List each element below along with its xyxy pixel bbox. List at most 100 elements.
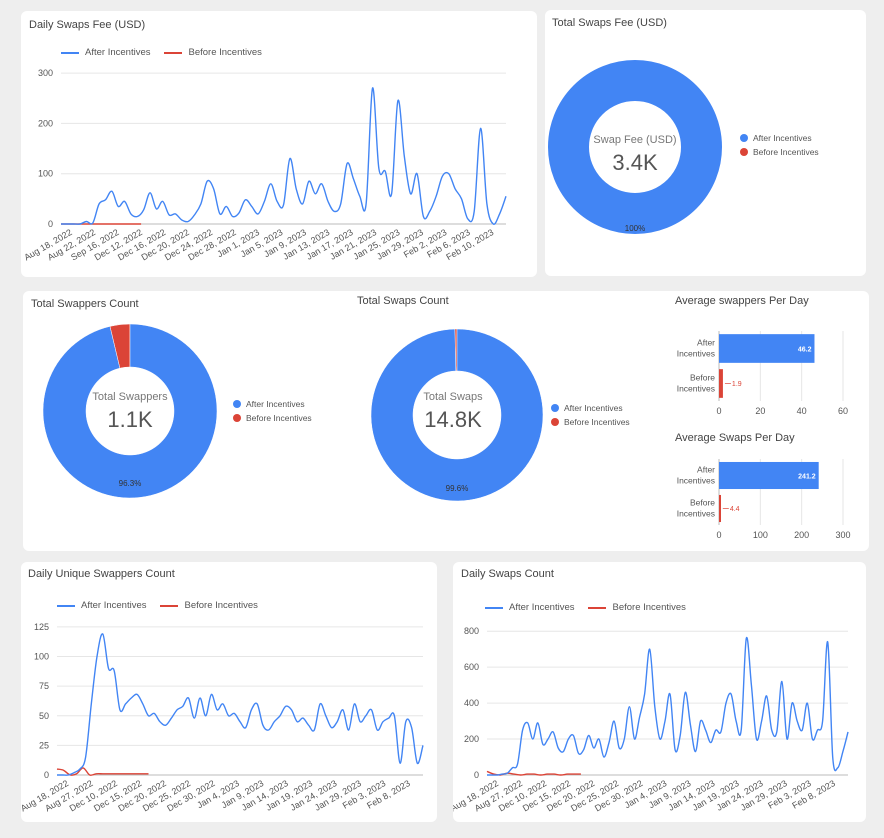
chart-legend: After Incentives Before Incentives (485, 602, 686, 613)
x-tick-label: 0 (716, 406, 721, 416)
chart-legend: After Incentives Before Incentives (551, 401, 630, 429)
donut-center-value: 3.4K (612, 150, 658, 175)
y-tick-label: 600 (464, 662, 479, 672)
legend-label: Before Incentives (612, 602, 686, 613)
y-category-label: Incentives (677, 476, 715, 486)
legend-item-before[interactable]: Before Incentives (233, 411, 312, 425)
y-tick-label: 100 (34, 652, 49, 662)
total-swaps-fee-donut[interactable]: 100% (545, 10, 866, 276)
chart-title: Daily Swaps Count (461, 568, 554, 580)
donut-percent-label: 100% (625, 224, 645, 233)
y-category-label: Before (690, 498, 715, 508)
y-tick-label: 0 (474, 770, 479, 780)
x-tick-label: 0 (716, 530, 721, 540)
donut-percent-label: 99.6% (446, 484, 469, 493)
legend-label: Before Incentives (184, 600, 258, 611)
donut-slice-after (548, 60, 722, 234)
chart-legend: After Incentives Before Incentives (57, 600, 258, 611)
donut-center-caption: Total Swaps (423, 391, 483, 403)
legend-item-after[interactable]: After Incentives (61, 47, 150, 58)
bar-value-label: 46.2 (798, 347, 812, 354)
chart-title: Average Swaps Per Day (675, 432, 795, 444)
total-swappers-donut[interactable]: 96.3% (23, 291, 323, 551)
daily-unique-swappers-card: Daily Unique Swappers Count After Incent… (21, 562, 437, 822)
legend-label: After Incentives (753, 133, 812, 143)
legend-label: After Incentives (85, 47, 151, 58)
legend-item-before[interactable]: Before Incentives (588, 602, 686, 613)
legend-item-after[interactable]: After Incentives (551, 401, 630, 415)
y-category-label: Incentives (677, 384, 715, 394)
chart-title: Daily Unique Swappers Count (28, 568, 175, 580)
donut-percent-label: 96.3% (119, 479, 142, 488)
legend-item-after[interactable]: After Incentives (740, 131, 819, 145)
donut-center-value: 14.8K (424, 407, 482, 432)
bar-before (719, 369, 723, 398)
legend-label: After Incentives (564, 403, 623, 413)
legend-item-before[interactable]: Before Incentives (740, 145, 819, 159)
x-tick-label: 60 (838, 406, 848, 416)
summary-card: Total Swappers Count 96.3% Total Swapper… (23, 291, 869, 551)
y-tick-label: 25 (39, 740, 49, 750)
chart-legend: After Incentives Before Incentives (740, 131, 819, 159)
total-swaps-donut[interactable]: 99.6% (341, 291, 641, 551)
daily-swaps-count-card: Daily Swaps Count After Incentives Befor… (453, 562, 866, 822)
daily-swaps-fee-card: Daily Swaps Fee (USD) After Incentives B… (21, 11, 537, 277)
bar-value-label: 241.2 (798, 474, 816, 481)
chart-title: Total Swappers Count (31, 298, 139, 310)
y-tick-label: 800 (464, 626, 479, 636)
bar-after (719, 461, 819, 490)
legend-item-after[interactable]: After Incentives (57, 600, 146, 611)
legend-item-before[interactable]: Before Incentives (551, 415, 630, 429)
bar-value-label: 4.4 (730, 506, 740, 513)
chart-legend: After Incentives Before Incentives (233, 397, 312, 425)
chart-title: Daily Swaps Fee (USD) (29, 19, 146, 31)
series-line-after-incentives (61, 87, 507, 225)
donut-center-caption: Swap Fee (USD) (593, 134, 677, 146)
donut-slice-after (42, 323, 218, 499)
legend-item-after[interactable]: After Incentives (485, 602, 574, 613)
chart-legend: After Incentives Before Incentives (61, 47, 262, 58)
x-tick-label: 300 (835, 530, 850, 540)
x-tick-label: 100 (753, 530, 768, 540)
total-swaps-fee-card: Total Swaps Fee (USD) 100% Swap Fee (USD… (545, 10, 866, 276)
donut-slice-after (370, 328, 544, 502)
y-tick-label: 400 (464, 698, 479, 708)
legend-item-before[interactable]: Before Incentives (164, 47, 262, 58)
donut-center-value: 1.1K (107, 407, 153, 432)
bar-after (719, 334, 815, 363)
legend-item-before[interactable]: Before Incentives (160, 600, 258, 611)
x-tick-label: 20 (755, 406, 765, 416)
legend-label: Before Incentives (753, 147, 819, 157)
chart-title: Total Swaps Fee (USD) (552, 17, 667, 29)
donut-center-caption: Total Swappers (92, 391, 168, 403)
chart-title: Average swappers Per Day (675, 295, 809, 307)
series-line-after-incentives (57, 633, 424, 776)
y-category-label: Incentives (677, 509, 715, 519)
legend-label: After Incentives (246, 399, 305, 409)
y-tick-label: 50 (39, 711, 49, 721)
y-category-label: Before (690, 373, 715, 383)
bar-value-label: 1.9 (732, 381, 742, 388)
y-tick-label: 0 (48, 219, 53, 229)
y-category-label: Incentives (677, 349, 715, 359)
legend-label: Before Incentives (564, 417, 630, 427)
y-tick-label: 75 (39, 681, 49, 691)
series-line-before-incentives (56, 767, 149, 776)
donut-center: Swap Fee (USD) 3.4K (590, 134, 680, 176)
y-tick-label: 100 (38, 169, 53, 179)
donut-center: Total Swaps 14.8K (408, 391, 498, 433)
legend-label: After Incentives (81, 600, 147, 611)
y-category-label: After (697, 465, 715, 475)
legend-item-after[interactable]: After Incentives (233, 397, 312, 411)
chart-title: Total Swaps Count (357, 295, 449, 307)
donut-center: Total Swappers 1.1K (85, 391, 175, 433)
y-tick-label: 200 (464, 734, 479, 744)
x-tick-label: 40 (797, 406, 807, 416)
y-tick-label: 0 (44, 770, 49, 780)
legend-label: Before Incentives (188, 47, 262, 58)
